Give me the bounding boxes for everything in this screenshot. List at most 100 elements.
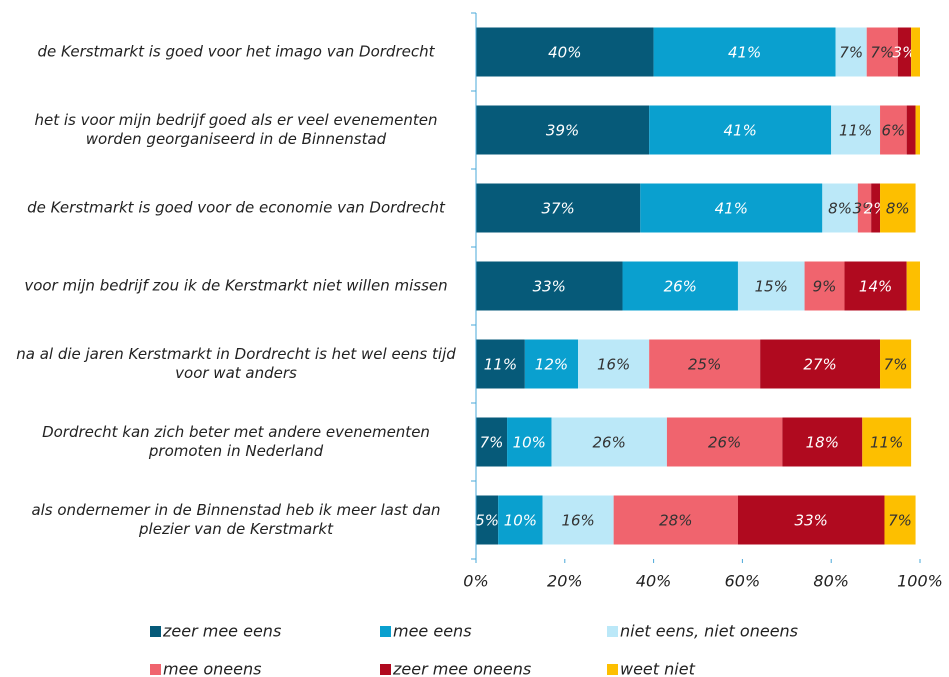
category-label: de Kerstmarkt is goed voor het imago van…	[37, 42, 435, 61]
legend-swatch	[380, 626, 391, 637]
bar-segment	[551, 417, 667, 467]
value-label: 11%	[870, 434, 903, 452]
value-label: 27%	[803, 356, 836, 374]
bar-segment	[911, 27, 920, 77]
legend-label: mee eens	[393, 622, 472, 641]
value-label: 25%	[688, 356, 721, 374]
value-label: 16%	[561, 512, 594, 530]
legend-swatch	[607, 664, 618, 675]
x-tick-label: 60%	[725, 572, 761, 591]
value-label: 26%	[708, 434, 741, 452]
bar-segment	[871, 183, 881, 233]
bar-segment	[476, 339, 525, 389]
value-label: 33%	[533, 278, 566, 296]
legend-swatch	[607, 626, 618, 637]
value-label: 39%	[546, 122, 579, 140]
value-label: 12%	[535, 356, 568, 374]
value-label: 16%	[597, 356, 630, 374]
bar-segment	[524, 339, 579, 389]
bar-segment	[831, 105, 881, 155]
legend-label: mee oneens	[163, 660, 261, 677]
value-label: 7%	[888, 512, 912, 530]
bar-segment	[866, 27, 898, 77]
value-label: 26%	[664, 278, 697, 296]
bar-segment	[737, 495, 885, 545]
value-label: 40%	[548, 44, 581, 62]
legend-label: weet niet	[620, 660, 696, 677]
bar-segment	[649, 105, 832, 155]
bar-segment	[476, 105, 650, 155]
category-label: het is voor mijn bedrijf goed als er vee…	[34, 111, 438, 148]
bar-segment	[822, 183, 858, 233]
value-label: 6%	[881, 122, 905, 140]
bar-segment	[835, 27, 867, 77]
bar-segment	[649, 339, 761, 389]
bar-segment	[476, 495, 499, 545]
value-label: 10%	[504, 512, 537, 530]
bar-segment	[915, 105, 920, 155]
value-label: 10%	[513, 434, 546, 452]
x-tick-label: 100%	[897, 572, 943, 591]
bar-segment	[613, 495, 738, 545]
legend-swatch	[150, 626, 161, 637]
value-label: 3%	[853, 200, 877, 218]
value-label: 33%	[795, 512, 828, 530]
bar-segment	[880, 105, 907, 155]
value-label: 7%	[839, 44, 863, 62]
bar-segment	[498, 495, 543, 545]
value-label: 26%	[593, 434, 626, 452]
bar-segment	[906, 261, 920, 311]
category-label: als ondernemer in de Binnenstad heb ik m…	[31, 501, 441, 538]
bar-segment	[897, 27, 912, 77]
value-label: 7%	[884, 356, 908, 374]
value-label: 41%	[728, 44, 761, 62]
bar-segment	[760, 339, 881, 389]
legend-swatch	[380, 664, 391, 675]
value-label: 8%	[886, 200, 910, 218]
bar-segment	[804, 261, 845, 311]
bar-segment	[906, 105, 916, 155]
bar-segment	[476, 27, 654, 77]
category-label: na al die jaren Kerstmarkt in Dordrecht …	[16, 345, 456, 382]
value-label: 7%	[480, 434, 504, 452]
value-label: 3%	[893, 44, 917, 62]
bar-segment	[476, 183, 641, 233]
bar-segment	[653, 27, 836, 77]
bar-segment	[857, 183, 872, 233]
value-label: 15%	[755, 278, 788, 296]
bar-segment	[880, 183, 916, 233]
category-label: de Kerstmarkt is goed voor de economie v…	[27, 198, 445, 217]
value-label: 14%	[859, 278, 892, 296]
bar-segment	[737, 261, 805, 311]
bar-segment	[507, 417, 552, 467]
bar-segment	[862, 417, 912, 467]
value-label: 41%	[724, 122, 757, 140]
bar-segment	[884, 495, 916, 545]
bar-segment	[622, 261, 738, 311]
value-label: 5%	[475, 512, 499, 530]
x-tick-label: 40%	[636, 572, 672, 591]
x-tick-label: 80%	[813, 572, 849, 591]
value-label: 18%	[806, 434, 839, 452]
legend-label: zeer mee eens	[162, 622, 281, 641]
value-label: 41%	[715, 200, 748, 218]
bar-segment	[666, 417, 783, 467]
bar-segment	[880, 339, 912, 389]
bar-segment	[844, 261, 907, 311]
value-label: 7%	[870, 44, 894, 62]
x-tick-label: 20%	[547, 572, 583, 591]
bar-segment	[542, 495, 614, 545]
legend-label: zeer mee oneens	[392, 660, 531, 677]
value-label: 28%	[659, 512, 692, 530]
value-label: 11%	[484, 356, 517, 374]
value-label: 37%	[541, 200, 574, 218]
bar-segment	[640, 183, 823, 233]
bar-segment	[476, 261, 623, 311]
category-label: voor mijn bedrijf zou ik de Kerstmarkt n…	[24, 276, 448, 295]
bar-segment	[782, 417, 863, 467]
value-label: 11%	[839, 122, 872, 140]
value-label: 9%	[813, 278, 837, 296]
legend-label: niet eens, niet oneens	[620, 622, 798, 641]
legend-swatch	[150, 664, 161, 675]
